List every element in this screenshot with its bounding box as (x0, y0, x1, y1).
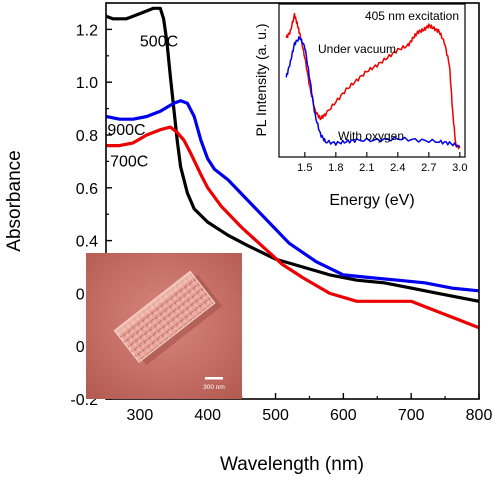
scale-bar-label: 300 nm (203, 384, 225, 391)
inset-y-axis-label: PL Intensity (a. u.) (253, 23, 269, 136)
scale-bar (205, 377, 223, 380)
main-x-tick-label: 800 (466, 407, 493, 424)
main-y-tick-label: 0.6 (76, 181, 98, 198)
main-series-700c-line (106, 125, 479, 330)
main-series-label-700c: 700C (110, 154, 148, 171)
inset-series-with-oxygen-line (285, 36, 460, 148)
inset-series-under-vacuum-line (285, 12, 461, 150)
inset-x-tick-label: 2.4 (390, 162, 405, 174)
inset-label-under-vacuum: Under vacuum (318, 42, 396, 56)
main-series-label-900c: 900C (107, 122, 145, 139)
main-x-tick-label: 500 (262, 407, 289, 424)
pl-inset-chart: 1.5 1.8 2.1 2.4 2.7 3.0 405 nm excitation Und… (253, 3, 467, 209)
inset-x-tick-label: 2.1 (359, 162, 374, 174)
main-y-tick-label: 0.8 (76, 128, 98, 145)
main-x-tick-label: 600 (330, 407, 357, 424)
main-series-900c-line (106, 99, 479, 293)
inset-x-axis-label: Energy (eV) (329, 192, 414, 209)
inset-x-tick-label: 2.7 (421, 162, 436, 174)
main-y-tick-label: 1.0 (76, 75, 98, 92)
main-x-tick-label: 400 (194, 407, 221, 424)
main-plot-frame (105, 2, 480, 400)
inset-series-group (285, 12, 461, 150)
main-x-tick-label: 700 (398, 407, 425, 424)
main-series-500c-line (106, 6, 479, 303)
inset-x-tick-label: 3.0 (452, 162, 467, 174)
main-series-label-500c: 500C (140, 34, 178, 51)
inset-x-ticks: 1.5 1.8 2.1 2.4 2.7 3.0 (297, 152, 467, 174)
main-series-group (106, 6, 479, 330)
inset-plot-frame (278, 3, 466, 158)
main-y-tick-label: 0.4 (76, 234, 98, 251)
main-y-axis-label: Absorbance (4, 150, 25, 251)
main-y-tick-label: 1.2 (76, 22, 98, 39)
main-series-labels: 500C 900C 700C (107, 34, 178, 171)
inset-x-tick-label: 1.5 (297, 162, 312, 174)
main-x-tick-label: 300 (127, 407, 154, 424)
inset-x-tick-label: 1.8 (328, 162, 343, 174)
inset-label-with-oxygen: With oxygen (338, 129, 404, 143)
inset-annotation: 405 nm excitation (365, 9, 459, 23)
sem-inset-image: 300 nm (86, 253, 242, 399)
main-x-axis-label: Wavelength (nm) (220, 454, 364, 475)
